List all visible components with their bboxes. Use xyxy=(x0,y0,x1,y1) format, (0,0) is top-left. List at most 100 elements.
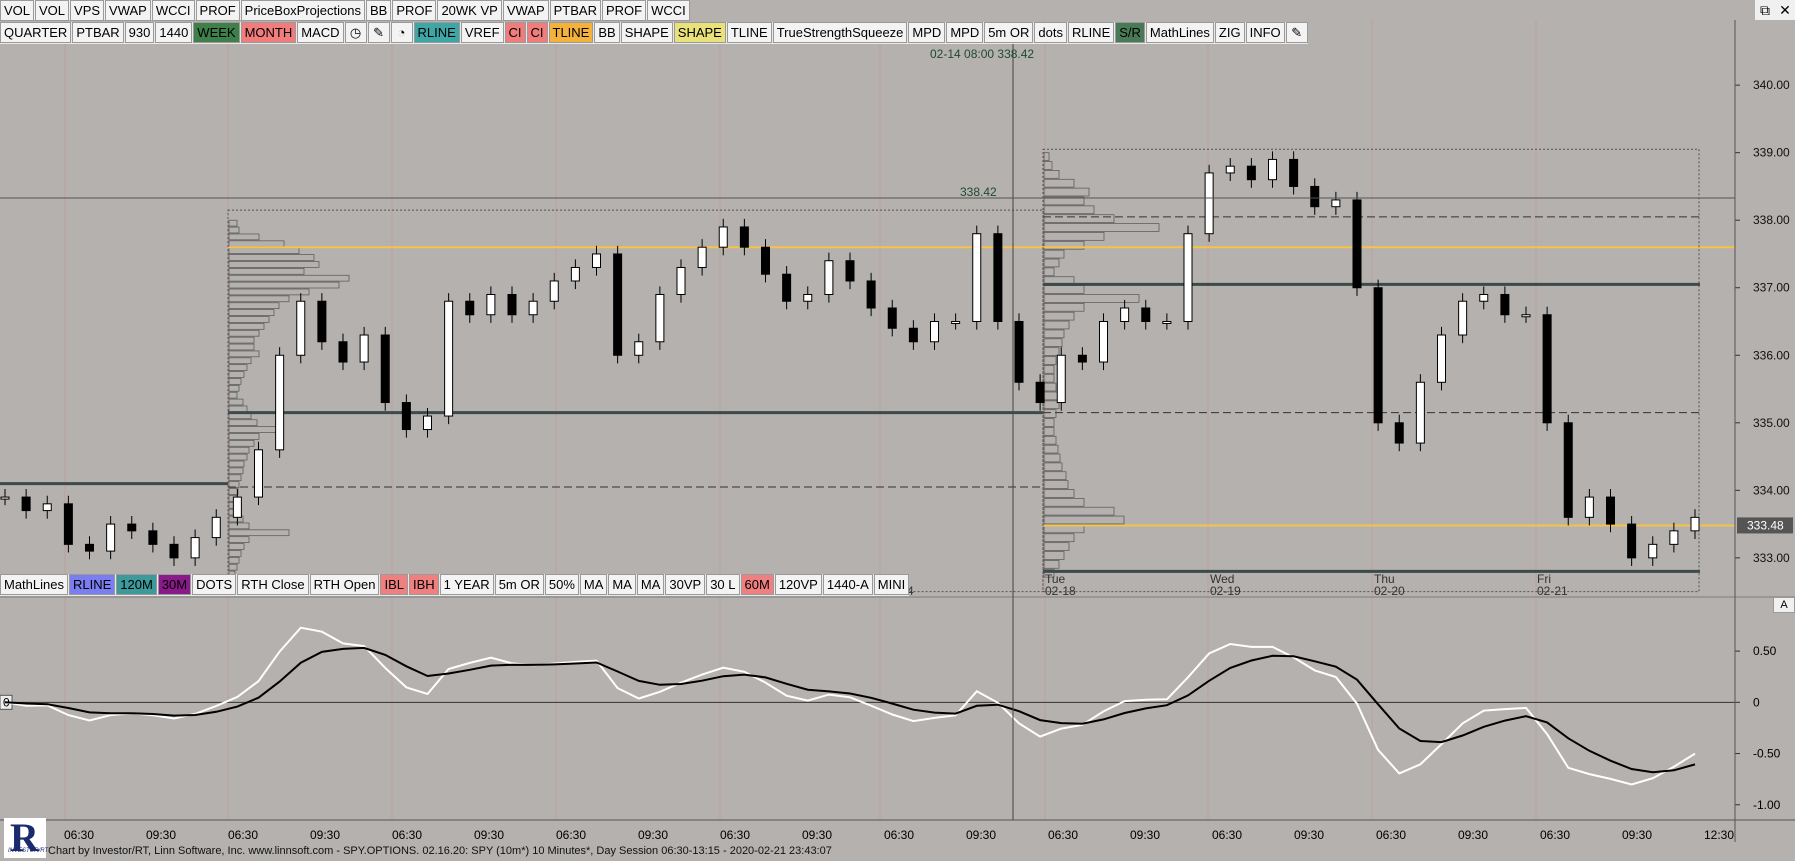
candle-body xyxy=(1225,165,1235,174)
tool-930-button[interactable]: 930 xyxy=(124,22,155,43)
lower-30vp-button[interactable]: 30VP xyxy=(665,574,706,595)
tool-macd-button[interactable]: MACD xyxy=(297,22,344,43)
candle-body xyxy=(359,334,369,363)
top-prof-button[interactable]: PROF xyxy=(195,0,240,21)
profile-bar xyxy=(228,323,265,330)
oscillator-panel: 00.500-0.50-1.00 xyxy=(0,626,1781,812)
lower-ma-button[interactable]: MA xyxy=(608,574,636,595)
top-20wk-vp-button[interactable]: 20WK VP xyxy=(437,0,502,21)
tool-zig-button[interactable]: ZIG xyxy=(1214,22,1245,43)
profile-bar xyxy=(228,391,238,399)
tool-ci-button[interactable]: CI xyxy=(526,22,548,43)
clock-icon[interactable]: ◷ xyxy=(344,22,367,43)
lower-mini-button[interactable]: MINI xyxy=(873,574,910,595)
tool-month-button[interactable]: MONTH xyxy=(240,22,297,43)
candlesticks xyxy=(0,151,1700,566)
lower-1440-a-button[interactable]: 1440-A xyxy=(822,574,873,595)
candle-body xyxy=(1458,300,1468,336)
tool-mpd-button[interactable]: MPD xyxy=(946,22,984,43)
lower-rth-open-button[interactable]: RTH Open xyxy=(309,574,380,595)
pencil-icon[interactable]: ✎ xyxy=(367,22,390,43)
lower-30-l-button[interactable]: 30 L xyxy=(706,574,740,595)
tool-tline-button[interactable]: TLINE xyxy=(726,22,772,43)
candle-body xyxy=(1141,307,1151,323)
osc-tick-label: 0 xyxy=(1753,695,1760,709)
day-date-label: 02-19 xyxy=(1210,584,1241,598)
tool-rline-button[interactable]: RLINE xyxy=(1067,22,1115,43)
profile-bar xyxy=(228,405,248,413)
profile-bar xyxy=(1043,480,1069,489)
candle-body xyxy=(254,449,263,498)
tool-ptbar-button[interactable]: PTBAR xyxy=(72,22,124,43)
price-tick-label: 336.00 xyxy=(1753,348,1790,362)
top-vps-button[interactable]: VPS xyxy=(70,0,105,21)
oscillator-scale-button[interactable]: A xyxy=(1773,597,1795,613)
lower-ma-button[interactable]: MA xyxy=(636,574,665,595)
close-icon[interactable]: ✕ xyxy=(1779,2,1791,18)
time-tick-label: 09:30 xyxy=(802,828,832,842)
lower-ibl-button[interactable]: IBL xyxy=(380,574,408,595)
profile-bar xyxy=(1043,196,1085,206)
candle-body xyxy=(380,334,390,404)
candle-body xyxy=(1246,165,1256,181)
candle-body xyxy=(148,530,158,545)
current-price-label: 333.48 xyxy=(1747,518,1784,532)
lower-dots-button[interactable]: DOTS xyxy=(192,574,237,595)
tool-vref-button[interactable]: VREF xyxy=(460,22,504,43)
top-vwap-button[interactable]: VWAP xyxy=(502,0,549,21)
tool-tline-button[interactable]: TLINE xyxy=(548,22,594,43)
lower-60m-button[interactable]: 60M xyxy=(740,574,774,595)
lower-120vp-button[interactable]: 120VP xyxy=(774,574,822,595)
candle-body xyxy=(1289,158,1299,187)
top-vol-button[interactable]: VOL xyxy=(0,0,35,21)
tool-truestrengthsqueeze-button[interactable]: TrueStrengthSqueeze xyxy=(772,22,908,43)
lower-ibh-button[interactable]: IBH xyxy=(409,574,439,595)
top-prof-button[interactable]: PROF xyxy=(392,0,437,21)
lower-120m-button[interactable]: 120M xyxy=(116,574,157,595)
lower-1-year-button[interactable]: 1 YEAR xyxy=(439,574,494,595)
profile-bar xyxy=(228,240,285,248)
top-vol-button[interactable]: VOL xyxy=(35,0,70,21)
tool-rline-button[interactable]: RLINE xyxy=(413,22,460,43)
candle-body xyxy=(42,503,52,512)
lower-50--button[interactable]: 50% xyxy=(544,574,579,595)
tool-5m-or-button[interactable]: 5m OR xyxy=(984,22,1034,43)
top-wcci-button[interactable]: WCCI xyxy=(647,0,690,21)
tool-week-button[interactable]: WEEK xyxy=(193,22,240,43)
lower-mathlines-button[interactable]: MathLines xyxy=(0,574,68,595)
timer-icon[interactable]: ◔ xyxy=(390,22,413,43)
profile-bar xyxy=(228,281,340,289)
profile-bar xyxy=(228,364,248,371)
lower-5m-or-button[interactable]: 5m OR xyxy=(494,574,544,595)
edit-icon[interactable]: ✎ xyxy=(1285,22,1308,43)
tool-bb-button[interactable]: BB xyxy=(594,22,620,43)
time-tick-label: 09:30 xyxy=(1622,828,1652,842)
tool-shape-button[interactable]: SHAPE xyxy=(673,22,726,43)
top-prof-button[interactable]: PROF xyxy=(601,0,647,21)
restore-icon[interactable]: ⧉ xyxy=(1760,2,1770,18)
top-vwap-button[interactable]: VWAP xyxy=(105,0,151,21)
profile-bar xyxy=(228,378,242,385)
top-ptbar-button[interactable]: PTBAR xyxy=(549,0,601,21)
tool-dots-button[interactable]: dots xyxy=(1034,22,1067,43)
tool-mathlines-button[interactable]: MathLines xyxy=(1145,22,1214,43)
tool-info-button[interactable]: INFO xyxy=(1245,22,1285,43)
tool-shape-button[interactable]: SHAPE xyxy=(620,22,673,43)
top-bb-button[interactable]: BB xyxy=(365,0,392,21)
tool-1440-button[interactable]: 1440 xyxy=(155,22,193,43)
top-priceboxprojections-button[interactable]: PriceBoxProjections xyxy=(240,0,365,21)
profile-bar xyxy=(1043,320,1070,330)
lower-ma-button[interactable]: MA xyxy=(579,574,608,595)
tool-s-r-button[interactable]: S/R xyxy=(1115,22,1145,43)
top-wcci-button[interactable]: WCCI xyxy=(151,0,195,21)
crosshair-readout: 02-14 08:00 338.42 xyxy=(930,47,1034,61)
lower-rline-button[interactable]: RLINE xyxy=(68,574,116,595)
tool-mpd-button[interactable]: MPD xyxy=(908,22,946,43)
candle-body xyxy=(1352,199,1362,289)
tool-quarter-button[interactable]: QUARTER xyxy=(0,22,72,43)
candle-body xyxy=(401,402,411,431)
lower-30m-button[interactable]: 30M xyxy=(157,574,192,595)
lower-rth-close-button[interactable]: RTH Close xyxy=(237,574,309,595)
tool-ci-button[interactable]: CI xyxy=(504,22,526,43)
